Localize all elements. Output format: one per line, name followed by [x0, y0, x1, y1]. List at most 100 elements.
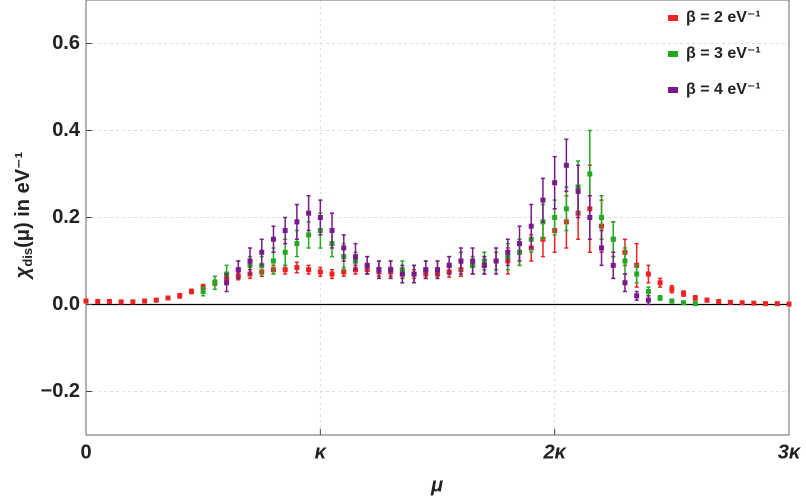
y-label-subscript: dis: [20, 248, 35, 267]
point: [552, 180, 558, 186]
point: [317, 215, 323, 220]
point: [341, 245, 347, 251]
point: [306, 232, 312, 238]
point: [739, 300, 745, 306]
point: [552, 215, 558, 220]
x-tick-label: 2κ: [542, 441, 567, 463]
point: [563, 206, 569, 212]
point: [212, 280, 218, 286]
y-tick-label: 0.6: [52, 32, 80, 54]
point: [177, 293, 183, 299]
legend-swatch: [668, 15, 678, 21]
point: [270, 236, 276, 242]
point: [142, 298, 148, 304]
x-axis-label: μ: [430, 474, 443, 496]
point: [224, 280, 230, 286]
point: [83, 298, 89, 304]
point: [599, 245, 605, 251]
point: [364, 262, 370, 268]
point: [634, 271, 640, 277]
point: [235, 267, 241, 273]
legend-swatch: [668, 87, 678, 93]
point: [282, 228, 288, 234]
y-tick-label: −0.2: [41, 380, 80, 402]
point: [587, 171, 593, 177]
point: [645, 297, 651, 303]
point: [306, 267, 312, 273]
point: [774, 301, 780, 307]
point: [716, 298, 722, 304]
point: [493, 258, 499, 264]
point: [763, 301, 769, 307]
point: [692, 295, 698, 301]
point: [481, 262, 487, 268]
point: [669, 286, 675, 292]
y-label-rest: (μ) in eV⁻¹: [12, 151, 34, 247]
point: [188, 288, 194, 294]
point: [517, 241, 523, 247]
point: [622, 280, 628, 286]
legend-swatch: [668, 51, 678, 57]
point: [645, 271, 651, 277]
point: [458, 258, 464, 264]
point: [294, 219, 300, 225]
point: [270, 258, 276, 264]
point: [786, 301, 792, 307]
point: [727, 299, 733, 305]
y-tick-label: 0.4: [52, 119, 81, 141]
point: [610, 236, 616, 242]
legend-label: β = 3 eV⁻¹: [686, 45, 761, 62]
point: [657, 295, 663, 301]
point: [294, 265, 300, 271]
point: [259, 249, 265, 255]
x-tick-label: κ: [315, 441, 328, 463]
point: [282, 267, 288, 273]
point: [106, 298, 112, 304]
point: [130, 299, 136, 305]
point: [599, 215, 605, 220]
point: [282, 249, 288, 255]
point: [341, 269, 347, 275]
point: [528, 223, 534, 229]
point: [540, 197, 546, 203]
point: [610, 262, 616, 268]
point: [200, 288, 206, 294]
point: [435, 267, 440, 273]
y-tick-label: 0.2: [52, 206, 80, 228]
point: [622, 258, 628, 264]
point: [681, 300, 687, 306]
legend-label: β = 4 eV⁻¹: [686, 81, 761, 98]
point: [165, 295, 171, 301]
point: [411, 271, 417, 277]
point: [692, 301, 698, 307]
x-tick-label: 3κ: [778, 441, 802, 463]
point: [376, 267, 382, 273]
point: [399, 271, 405, 277]
point: [306, 210, 312, 216]
legend-label: β = 2 eV⁻¹: [686, 9, 761, 26]
point: [329, 271, 335, 277]
point: [118, 299, 124, 305]
point: [247, 258, 253, 264]
plot-frame: [85, 0, 790, 436]
point: [704, 297, 710, 303]
point: [681, 291, 687, 297]
point: [645, 288, 651, 294]
point: [352, 254, 358, 260]
y-axis-label: χdis(μ) in eV⁻¹: [12, 151, 35, 280]
point: [95, 298, 101, 304]
point: [587, 215, 593, 220]
point: [329, 228, 335, 234]
point: [575, 188, 581, 194]
point: [317, 269, 323, 275]
point: [669, 298, 675, 304]
point: [446, 262, 452, 268]
point: [294, 241, 300, 247]
point: [505, 249, 511, 255]
x-tick-label: 0: [80, 441, 91, 463]
point: [388, 267, 394, 273]
y-tick-label: 0.0: [52, 293, 80, 315]
point: [423, 267, 429, 273]
point: [657, 280, 663, 286]
